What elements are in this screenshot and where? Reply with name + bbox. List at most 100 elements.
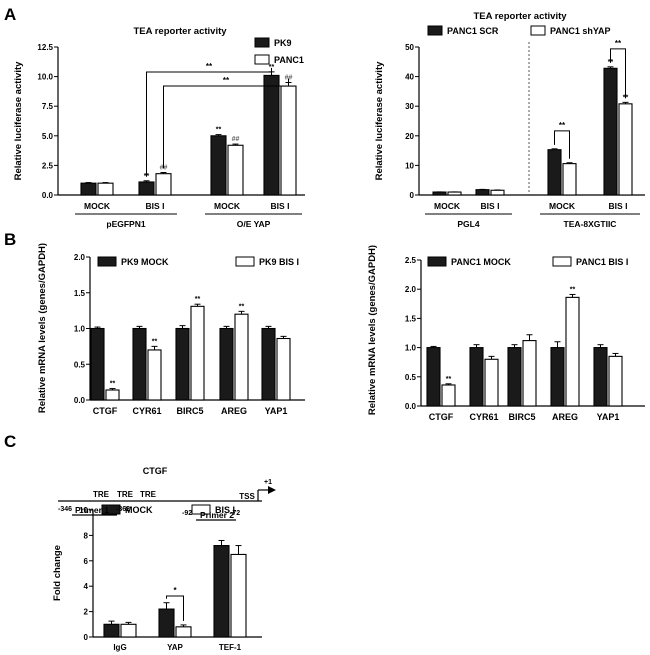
legend-swatch [427,256,447,267]
primer2-start: -92 [182,510,192,517]
chart-a-right: TEA reporter activity Relative luciferase… [374,11,645,229]
panel-label-c: C [4,432,16,451]
bar [432,191,447,196]
category-label: AREG [221,406,247,416]
y-tick-label: 8 [84,531,89,540]
bar [120,623,137,638]
bar [276,337,291,401]
category-label: YAP1 [597,412,620,422]
chart-a-left: TEA reporter activity Relative luciferase… [13,26,305,229]
bar [97,182,114,196]
primer1-start: -346 [58,506,72,513]
category-label: CTGF [429,412,454,422]
bar [547,149,562,196]
y-tick-label: 4 [84,582,89,591]
y-tick-label: 10 [79,506,88,515]
bar [475,189,490,196]
chart-c: Fold change 0 2 4 6 8 10 IgG YAP TEF-1 MOCK BIS I * [52,504,262,652]
bar [155,173,172,196]
bar [562,163,577,196]
y-tick-label: 0.5 [405,373,417,382]
y-axis-label: Relative mRNA levels (genes/GAPDH) [37,243,48,413]
y-tick-label: 2.0 [74,253,86,262]
y-tick-label: 0 [410,191,415,200]
y-tick-label: 6 [84,557,89,566]
y-tick-label: 2.5 [42,161,54,170]
category-label: BIS I [609,201,628,211]
significance-label: ** [570,286,576,293]
category-label: CYR61 [469,412,498,422]
legend-swatch [254,54,270,65]
legend-label: PANC1 SCR [447,26,499,36]
tss-position: +1 [264,479,272,486]
y-tick-label: 0.0 [405,402,417,411]
bar [227,144,244,196]
bracket-label: * [173,586,177,595]
bar [490,189,505,196]
legend-label: PANC1 [274,55,304,65]
significance-label: ** [446,376,452,383]
bar [565,296,580,407]
y-axis-label: Fold change [52,545,63,601]
bar [234,313,249,401]
legend-label: PANC1 shYAP [550,26,611,36]
bar [550,347,565,407]
category-label: MOCK [84,201,111,211]
chart-b-left: Relative mRNA levels (genes/GAPDH) 0.0 0.5… [37,243,305,416]
category-label: BIRC5 [508,412,535,422]
bar [210,135,227,196]
bar [507,347,522,407]
bar [603,67,618,196]
category-label: BIRC5 [176,406,203,416]
category-label: CTGF [93,406,118,416]
significance-label: ## [232,136,240,143]
category-label: MOCK [434,201,461,211]
bar [213,545,230,638]
bar [105,389,120,401]
significance-bracket [146,67,272,177]
tre-label-2: TRE [117,490,134,499]
y-tick-label: 10 [405,161,414,170]
primer2-end: -72 [230,510,240,517]
y-tick-label: 2.5 [405,256,417,265]
y-axis-label: Relative luciferase activity [13,61,24,181]
significance-bracket [610,48,626,99]
tss-label: TSS [239,492,255,501]
category-label: AREG [552,412,578,422]
y-axis-label: Relative mRNA levels (genes/GAPDH) [367,245,378,415]
significance-label: ** [152,338,158,345]
category-label: MOCK [214,201,241,211]
category-label: IgG [113,643,126,652]
y-tick-label: 1.5 [74,289,86,298]
panel-label-b: B [4,230,16,249]
bar [608,355,623,407]
bar [190,305,205,401]
category-label: BIS I [481,201,500,211]
category-label: TEF-1 [219,643,242,652]
legend-swatch [97,256,117,267]
legend-swatch [530,25,546,36]
legend-label: PANC1 MOCK [451,257,511,267]
chart-title: TEA reporter activity [133,26,227,37]
bar [522,340,537,407]
y-tick-label: 7.5 [42,102,54,111]
primer1-label: Primer 1 [75,505,109,515]
category-label: BIS I [146,201,165,211]
bar [103,623,120,638]
bar [447,191,462,196]
bar [175,626,192,638]
y-tick-label: 0.0 [74,396,86,405]
group-label: PGL4 [457,219,479,229]
significance-label: ** [110,381,116,388]
y-axis-label: Relative luciferase activity [374,61,385,181]
primer2-label: Primer 2 [200,510,234,520]
bar [230,553,247,638]
category-label: BIS I [271,201,290,211]
y-tick-label: 10.0 [37,73,53,82]
y-tick-label: 50 [405,43,414,52]
y-tick-label: 1.0 [405,344,417,353]
significance-label: ## [285,75,293,82]
group-label: pEGFPN1 [106,219,145,229]
significance-bracket [166,595,184,621]
